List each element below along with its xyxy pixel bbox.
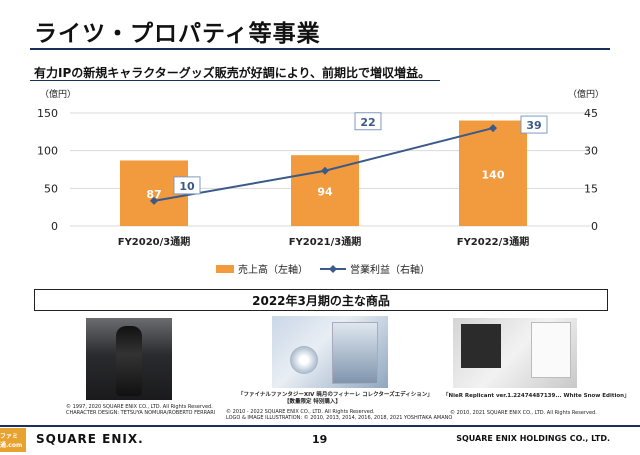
x-tick-label: FY2020/3通期 [118, 235, 191, 248]
legend-label-sales: 売上高（左軸） [238, 263, 308, 276]
legend-swatch-bar [216, 265, 234, 273]
footer-divider [0, 425, 640, 427]
product-image-ffxiv [272, 316, 388, 388]
bar-data-label: 94 [317, 186, 333, 199]
product-2-caption-1: © 2010 - 2022 SQUARE ENIX CO., LTD. All … [226, 409, 375, 415]
legend-marker [329, 265, 337, 273]
line-point [489, 124, 497, 133]
line-point [321, 166, 329, 175]
watermark: ファミ通.com [0, 428, 26, 452]
y-right-tick-label: 15 [584, 182, 598, 195]
y-left-unit: （億円） [40, 88, 76, 100]
bar-data-label: 140 [482, 168, 505, 181]
line-data-label: 10 [179, 180, 195, 193]
page-title: ライツ・プロパティ等事業 [34, 21, 321, 47]
x-tick-label: FY2021/3通期 [289, 235, 362, 248]
product-2-title-2: 【数量限定 特別購入】 [284, 399, 341, 405]
product-image-figure [86, 318, 172, 400]
page-subtitle: 有力IPの新規キャラクターグッズ販売が好調により、前期比で増収増益。 [34, 66, 431, 80]
y-right-unit: （億円） [568, 88, 604, 100]
product-3-title: 「NieR Replicant ver.1.22474487139... Whi… [443, 393, 630, 399]
y-right-tick-label: 0 [591, 220, 598, 233]
products-heading: 2022年3月期の主な商品 [34, 289, 608, 311]
product-2-title-1: 「ファイナルファンタジーXIV 暁月のフィナーレ コレクターズエディション」 [238, 392, 433, 398]
bar-data-label: 87 [146, 188, 161, 201]
line-label-box [173, 176, 201, 195]
product-2-caption-2: LOGO & IMAGE ILLUSTRATION: © 2010, 2013,… [226, 415, 453, 421]
chart-labels: 0 50 100 150 0 15 30 45 （億円） （億円） 87 94 140 FY2020/3通… [37, 88, 604, 276]
line-data-label: 22 [360, 116, 375, 129]
y-left-tick-label: 0 [51, 220, 58, 233]
x-tick-label: FY2022/3通期 [457, 235, 530, 248]
y-left-tick-label: 100 [37, 145, 58, 158]
sales-profit-chart: 0 50 100 150 0 15 30 45 （億円） （億円） 87 94 140 FY2020/3通… [37, 88, 604, 276]
product-image-nier [453, 318, 577, 388]
product-1-caption-2: CHARACTER DESIGN: TETSUYA NOMURA/ROBERTO… [66, 410, 216, 416]
bar-series [120, 120, 527, 226]
line-label-box [354, 112, 382, 131]
y-right-tick-label: 45 [584, 107, 598, 120]
y-right-tick-label: 30 [584, 145, 598, 158]
line-series [150, 124, 497, 205]
bar [459, 120, 527, 226]
product-3-caption: © 2010, 2021 SQUARE ENIX CO., LTD. All R… [450, 410, 597, 416]
product-1-caption-1: © 1997, 2020 SQUARE ENIX CO., LTD. All R… [66, 404, 213, 410]
legend-label-profit: 営業利益（右軸） [350, 263, 430, 276]
company-name: SQUARE ENIX HOLDINGS CO., LTD. [456, 434, 610, 443]
subtitle-underline [30, 80, 440, 81]
line-label-box [520, 115, 548, 134]
y-left-tick-label: 50 [44, 182, 58, 195]
page-number: 19 [312, 433, 328, 446]
company-logo: SQUARE ENIX. [36, 432, 144, 446]
line-data-label: 39 [526, 119, 541, 132]
line-point [150, 196, 158, 205]
y-left-tick-label: 150 [37, 107, 58, 120]
title-divider [30, 48, 610, 50]
